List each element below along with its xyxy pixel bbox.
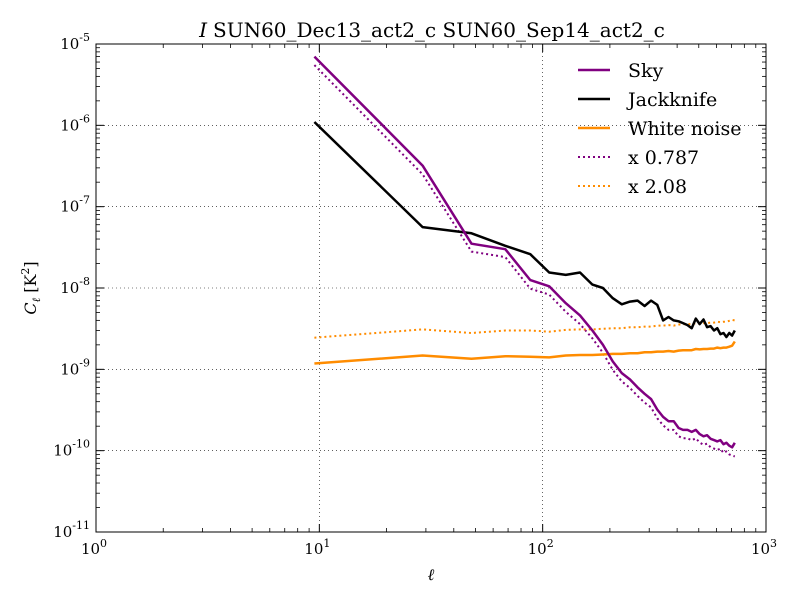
y-axis-label-unit-suffix: ]: [21, 261, 40, 267]
y-tick-label: 10-5: [60, 31, 90, 53]
chart-title-text: SUN60_Dec13_act2_c SUN60_Sep14_act2_c: [213, 18, 665, 42]
x-tick-label-base: 10: [304, 540, 323, 558]
y-tick-label-exp: -11: [72, 519, 90, 532]
legend-label: x 2.08: [628, 176, 687, 198]
y-axis-label-unit-prefix: [K: [21, 274, 40, 293]
y-tick-label-exp: -5: [79, 31, 90, 44]
x-tick-label-base: 10: [751, 540, 770, 558]
x-tick-label-base: 10: [528, 540, 547, 558]
axis-tick-labels: 100 101 102 10310-510-610-710-810-910-1010-…: [53, 31, 777, 558]
y-axis-label: Cℓ [K2]: [19, 261, 43, 314]
y-tick-label-exp: -9: [79, 356, 90, 369]
x-tick-label: 101: [304, 537, 330, 558]
series-line-jackknife: [313, 121, 736, 339]
y-tick-label-base: 10: [60, 198, 79, 216]
y-tick-label: 10-8: [60, 275, 90, 297]
x-tick-label: 103: [751, 537, 777, 558]
y-tick-label-exp: -6: [79, 112, 90, 125]
x-tick-label-exp: 2: [547, 537, 554, 550]
legend: Sky Jackknife White noise x 0.787 x 2.08: [578, 60, 742, 198]
series-line-x-0-787: [313, 64, 736, 458]
series-line-white-noise: [314, 340, 736, 365]
y-tick-label: 10-6: [60, 112, 90, 134]
legend-label: White noise: [628, 118, 742, 140]
series-lines: [313, 55, 736, 458]
series-line-sky: [313, 55, 736, 449]
y-tick-label-exp: -10: [72, 438, 90, 451]
chart-title: I SUN60_Dec13_act2_c SUN60_Sep14_act2_c: [198, 18, 665, 42]
y-tick-label: 10-10: [53, 438, 90, 460]
y-tick-label: 10-11: [53, 519, 90, 541]
x-tick-label-exp: 3: [770, 537, 777, 550]
y-tick-label-base: 10: [60, 279, 79, 297]
y-tick-label-exp: -8: [79, 275, 90, 288]
legend-label: Jackknife: [626, 89, 717, 111]
y-tick-label-base: 10: [60, 35, 79, 53]
x-axis-label: ℓ: [428, 565, 435, 584]
grid-lines: [96, 44, 766, 532]
x-tick-label-exp: 1: [323, 537, 330, 550]
x-tick-label: 102: [528, 537, 554, 558]
y-tick-label: 10-7: [60, 194, 90, 216]
axis-ticks: [95, 43, 767, 533]
y-tick-label-exp: -7: [79, 194, 90, 207]
y-axis-label-base: C: [21, 302, 40, 314]
y-tick-label-base: 10: [60, 360, 79, 378]
legend-label: Sky: [628, 60, 664, 82]
x-tick-label-exp: 0: [100, 537, 107, 550]
y-tick-label: 10-9: [60, 356, 90, 378]
x-tick-label: 100: [81, 537, 107, 558]
x-tick-label-base: 10: [81, 540, 100, 558]
y-tick-label-base: 10: [60, 116, 79, 134]
legend-label: x 0.787: [628, 147, 699, 169]
series-line-x-2-08: [314, 318, 735, 339]
y-axis-label-unit-sup: 2: [19, 268, 32, 275]
y-tick-label-base: 10: [53, 523, 72, 541]
y-tick-label-base: 10: [53, 442, 72, 460]
y-axis-label-subscript: ℓ: [30, 297, 43, 302]
chart-title-prefix: I: [198, 18, 208, 42]
